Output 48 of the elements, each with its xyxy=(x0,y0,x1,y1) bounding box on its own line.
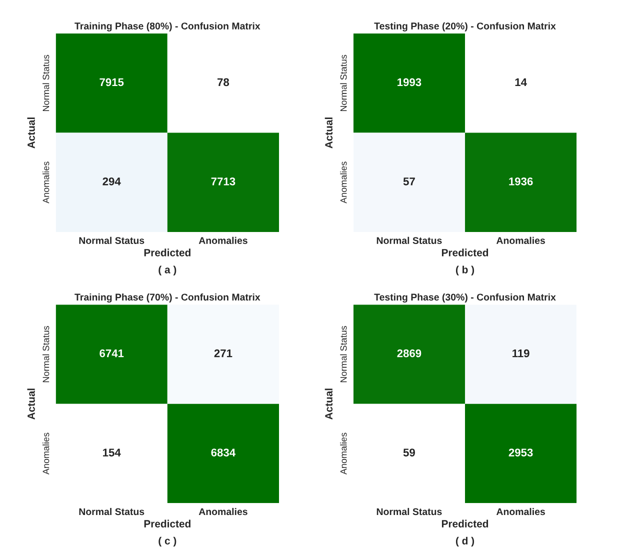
y-tick-label: Normal Status xyxy=(42,326,50,382)
x-tick-label: Normal Status xyxy=(79,508,144,516)
y-tick-label: Anomalies xyxy=(340,162,347,204)
data-label: 6741 xyxy=(100,349,124,358)
chart-title: Training Phase (70%) - Confusion Matrix xyxy=(74,293,260,303)
data-label: 1936 xyxy=(509,177,533,186)
x-axis-title: Predicted xyxy=(442,520,488,528)
chart-title: Testing Phase (20%) - Confusion Matrix xyxy=(374,22,556,32)
x-axis-title: Predicted xyxy=(144,248,190,256)
data-label: 6834 xyxy=(211,448,236,456)
x-tick-label: Anomalies xyxy=(198,236,248,244)
data-label: 7915 xyxy=(100,78,124,86)
data-label: 57 xyxy=(403,178,415,186)
data-label: 7713 xyxy=(211,177,236,186)
x-axis-title: Predicted xyxy=(442,248,488,256)
data-label: 2953 xyxy=(508,448,533,456)
data-label: 271 xyxy=(214,349,232,358)
y-tick-label: Anomalies xyxy=(42,162,50,204)
x-tick-label: Normal Status xyxy=(79,236,144,244)
y-axis-title: Actual xyxy=(324,388,333,420)
y-axis-title: Actual xyxy=(27,388,35,420)
x-tick-label: Anomalies xyxy=(198,508,248,516)
chart-title: Testing Phase (30%) - Confusion Matrix xyxy=(374,293,556,303)
text: ( b ) xyxy=(456,266,474,276)
y-axis-title: Actual xyxy=(27,118,35,148)
y-tick-label: Normal Status xyxy=(340,326,347,382)
x-tick-label: Normal Status xyxy=(376,508,442,516)
data-label: 14 xyxy=(515,78,527,86)
data-label: 119 xyxy=(512,349,530,358)
data-label: 154 xyxy=(103,448,121,456)
data-label: 59 xyxy=(403,448,415,456)
data-label: 2869 xyxy=(397,349,422,358)
text: ( c ) xyxy=(158,536,176,547)
data-label: 78 xyxy=(218,78,230,86)
y-axis-title: Actual xyxy=(324,118,333,148)
data-label: 294 xyxy=(102,177,121,186)
y-tick-label: Normal Status xyxy=(340,54,347,112)
x-tick-label: Normal Status xyxy=(376,236,442,244)
x-tick-label: Anomalies xyxy=(496,508,545,516)
y-tick-label: Anomalies xyxy=(340,432,347,475)
chart-title: Training Phase (80%) - Confusion Matrix xyxy=(74,22,260,32)
y-tick-label: Anomalies xyxy=(42,432,50,475)
x-tick-label: Anomalies xyxy=(496,236,545,244)
y-tick-label: Normal Status xyxy=(42,54,50,112)
text: ( d ) xyxy=(456,536,474,547)
text: ( a ) xyxy=(158,266,176,276)
x-axis-title: Predicted xyxy=(144,520,190,528)
data-label: 1993 xyxy=(398,78,422,86)
